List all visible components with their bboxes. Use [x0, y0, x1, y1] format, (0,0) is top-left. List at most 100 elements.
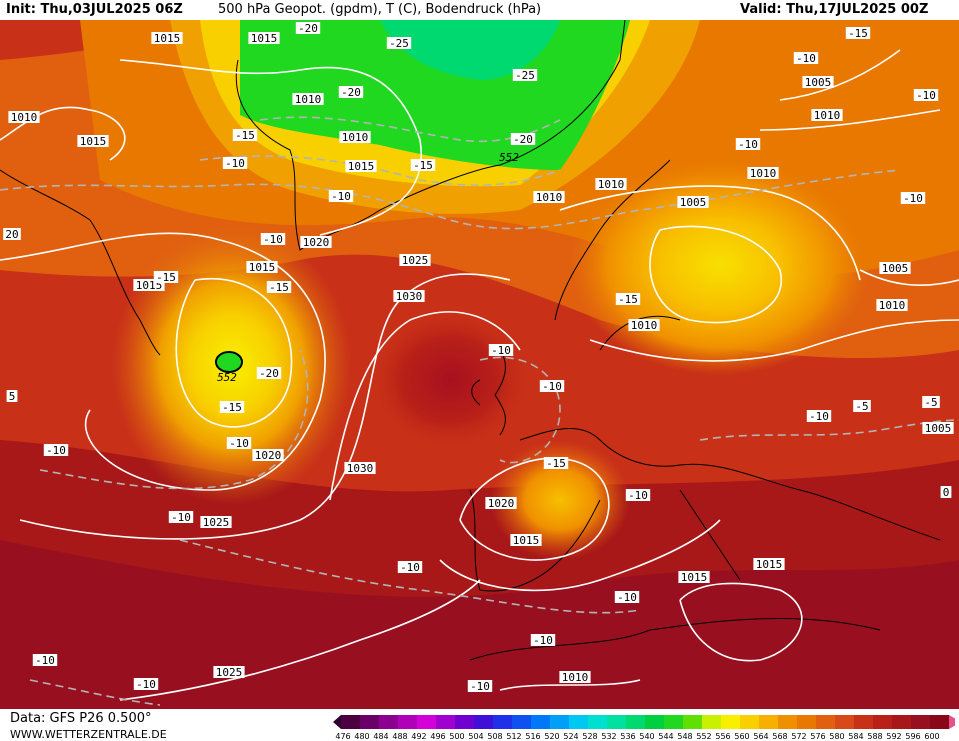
isobar-label: 1005	[922, 422, 954, 435]
isotherm-minus10-north	[0, 169, 901, 230]
legend-swatch	[721, 715, 740, 729]
temperature-label-text: -15	[269, 281, 289, 294]
temperature-label: -15	[219, 401, 245, 414]
isobar-label-text: 1015	[249, 261, 276, 274]
isotherm-minus10-west	[39, 349, 309, 490]
temperature-label: -20	[256, 367, 282, 380]
isobar-label-text: 1025	[203, 516, 230, 529]
temperature-labels: -20 -25 -25 -20 -15 -10 -20 -15 -10 -10 -15 -20 -15 -…	[32, 22, 940, 693]
legend-value: 544	[658, 732, 673, 741]
isobar-1005-scand	[649, 225, 783, 324]
temperature-label: -10	[793, 52, 819, 65]
isobar-label-text: 1010	[342, 131, 369, 144]
legend-swatch	[702, 715, 721, 729]
legend-value: 496	[430, 732, 445, 741]
isotherm-minus15-north	[199, 155, 561, 186]
legend-value: 580	[829, 732, 844, 741]
isotherm-minus10-med	[29, 679, 161, 706]
temperature-label: -10	[168, 511, 194, 524]
temperature-label: -10	[32, 654, 58, 667]
isobar-label-text: 1015	[681, 571, 708, 584]
isobar-1025-south	[119, 579, 481, 701]
legend-value: 572	[791, 732, 806, 741]
isotherms	[0, 116, 959, 706]
legend-value: 492	[411, 732, 426, 741]
temperature-label: -10	[913, 89, 939, 102]
isobar-label: 1010	[811, 109, 843, 122]
legend-swatch	[607, 715, 626, 729]
temperature-label: -15	[615, 293, 641, 306]
temperature-label-text: -10	[46, 444, 66, 457]
legend-value: 476	[335, 732, 350, 741]
isobar-label: 1015	[77, 135, 109, 148]
legend-swatch	[759, 715, 778, 729]
uk-high-shading	[370, 310, 530, 450]
isobar-label: 1030	[393, 290, 425, 303]
temperature-label-text: -10	[542, 380, 562, 393]
legend-swatch	[569, 715, 588, 729]
temperature-label-text: -10	[617, 591, 637, 604]
temperature-label: -5	[853, 400, 871, 413]
legend-value: 528	[582, 732, 597, 741]
legend-under-arrow	[333, 715, 341, 729]
isobar-1015-north	[119, 59, 423, 236]
temperature-label-text: -10	[796, 52, 816, 65]
temperature-label: -15	[266, 281, 292, 294]
temperature-label: -10	[614, 591, 640, 604]
isobar-label: 1010	[559, 671, 591, 684]
temperature-label: -10	[397, 561, 423, 574]
color-legend: 476 480 484 488 492 496 500 504 508 512 516 520 524 5…	[333, 715, 955, 741]
height-label: 552	[217, 371, 237, 384]
temperature-label-text: -15	[156, 271, 176, 284]
isobar-1010-west	[0, 106, 126, 161]
isobar-label: 1010	[292, 93, 324, 106]
isobar-label-text: 1015	[80, 135, 107, 148]
isobar-label-text: 1030	[396, 290, 423, 303]
map-title: 500 hPa Geopot. (gpdm), T (C), Bodendruc…	[218, 2, 542, 17]
legend-swatch	[379, 715, 398, 729]
isobar-1015-iceland	[175, 277, 293, 428]
temperature-label-text: -10	[331, 190, 351, 203]
legend-swatch	[911, 715, 930, 729]
legend-swatch	[474, 715, 493, 729]
temperature-label-text: -10	[738, 138, 758, 151]
legend-swatch	[360, 715, 379, 729]
legend-swatch	[892, 715, 911, 729]
temperature-label-text: -15	[235, 129, 255, 142]
temperature-label-text: -20	[298, 22, 318, 35]
legend-value: 556	[715, 732, 730, 741]
isobar-label-text: 1015	[513, 534, 540, 547]
isobar-1020-iberia	[459, 457, 610, 561]
edge-label-text: 5	[9, 390, 16, 403]
isobar-label-text: 1010	[879, 299, 906, 312]
isobar-label-text: 1030	[347, 462, 374, 475]
temperature-label: -10	[488, 344, 514, 357]
isobar-label: 1010	[533, 191, 565, 204]
greenland-low-green2	[380, 20, 560, 80]
temperature-label: -10	[226, 437, 252, 450]
legend-value: 500	[449, 732, 464, 741]
temperature-label: -10	[530, 634, 556, 647]
isobar-1025	[19, 273, 511, 540]
isobar-label: 1005	[879, 262, 911, 275]
edge-label-text: 20	[5, 228, 18, 241]
init-time: Init: Thu,03JUL2025 06Z	[6, 2, 183, 17]
temperature-label-text: -15	[413, 159, 433, 172]
temperature-label: -15	[543, 457, 569, 470]
temperature-label-text: -10	[809, 410, 829, 423]
legend-swatch	[664, 715, 683, 729]
legend-value: 520	[544, 732, 559, 741]
isobar-label: 1025	[399, 254, 431, 267]
isobar-label: 1005	[802, 76, 834, 89]
isobar-label-text: 1010	[814, 109, 841, 122]
legend-value: 592	[886, 732, 901, 741]
isobar-label-text: 1020	[255, 449, 282, 462]
iberia-coast	[469, 489, 601, 592]
edge-label: 20	[3, 228, 21, 241]
italy-coast	[679, 489, 741, 581]
temperature-label: -20	[510, 133, 536, 146]
canada-coast	[0, 169, 161, 356]
temperature-label: -15	[153, 271, 179, 284]
isobar-label: 1015	[246, 261, 278, 274]
